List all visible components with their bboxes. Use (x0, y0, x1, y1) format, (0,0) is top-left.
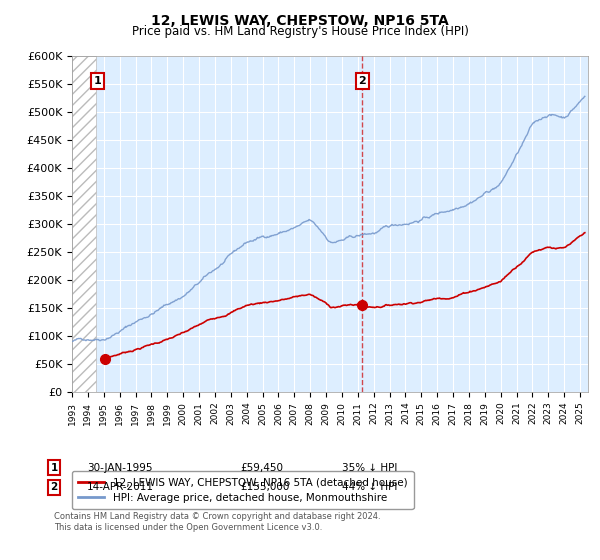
Text: £59,450: £59,450 (240, 463, 283, 473)
Legend: 12, LEWIS WAY, CHEPSTOW, NP16 5TA (detached house), HPI: Average price, detached: 12, LEWIS WAY, CHEPSTOW, NP16 5TA (detac… (72, 471, 413, 509)
Text: £155,000: £155,000 (240, 482, 289, 492)
Text: 2: 2 (50, 482, 58, 492)
Text: 44% ↓ HPI: 44% ↓ HPI (342, 482, 397, 492)
Text: 1: 1 (50, 463, 58, 473)
Text: 2: 2 (358, 76, 366, 86)
Bar (72, 56, 96, 392)
Text: 35% ↓ HPI: 35% ↓ HPI (342, 463, 397, 473)
Text: 12, LEWIS WAY, CHEPSTOW, NP16 5TA: 12, LEWIS WAY, CHEPSTOW, NP16 5TA (151, 14, 449, 28)
Text: Price paid vs. HM Land Registry's House Price Index (HPI): Price paid vs. HM Land Registry's House … (131, 25, 469, 38)
Text: 14-APR-2011: 14-APR-2011 (87, 482, 154, 492)
Text: Contains HM Land Registry data © Crown copyright and database right 2024.
This d: Contains HM Land Registry data © Crown c… (54, 512, 380, 532)
Text: 1: 1 (94, 76, 101, 86)
Text: 30-JAN-1995: 30-JAN-1995 (87, 463, 152, 473)
